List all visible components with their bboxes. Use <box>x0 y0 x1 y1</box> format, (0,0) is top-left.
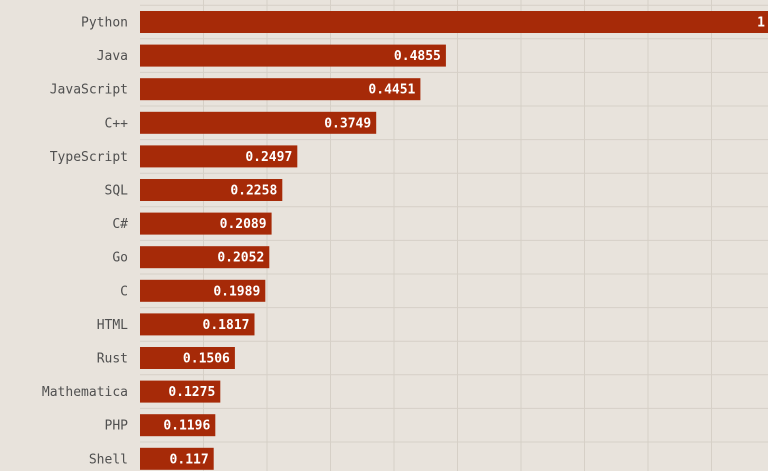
category-label-c: C <box>120 284 128 299</box>
bar-c <box>140 279 266 302</box>
category-label-sql: SQL <box>105 184 129 199</box>
value-label-html: 0.1817 <box>203 318 250 333</box>
bar-layer <box>140 11 768 470</box>
value-label-rust: 0.1506 <box>183 352 230 367</box>
category-label-python: Python <box>81 16 128 31</box>
value-label-sql: 0.2258 <box>230 184 277 199</box>
value-label-shell: 0.117 <box>170 452 209 467</box>
value-label-mathematica: 0.1275 <box>168 385 215 400</box>
value-label-cpp: 0.3749 <box>324 116 371 131</box>
value-label-javascript: 0.4451 <box>368 83 415 98</box>
bar-cpp <box>140 111 377 134</box>
value-label-python: 1 <box>757 16 765 31</box>
bar-python <box>140 11 768 33</box>
category-label-rust: Rust <box>97 352 128 367</box>
bar-sql <box>140 179 283 201</box>
value-label-csharp: 0.2089 <box>220 217 267 232</box>
value-label-typescript: 0.2497 <box>245 150 292 165</box>
category-label-csharp: C# <box>112 217 128 232</box>
bar-html <box>140 313 255 336</box>
bar-typescript <box>140 145 298 168</box>
bar-shell <box>140 447 214 470</box>
category-label-typescript: TypeScript <box>50 150 128 165</box>
value-label-java: 0.4855 <box>394 49 441 64</box>
category-label-go: Go <box>112 251 128 266</box>
category-label-html: HTML <box>97 318 128 333</box>
bar-mathematica <box>140 380 221 403</box>
category-label-php: PHP <box>105 419 129 434</box>
category-label-shell: Shell <box>89 452 128 467</box>
bar-php <box>140 414 216 437</box>
value-label-go: 0.2052 <box>217 251 264 266</box>
bar-javascript <box>140 78 421 101</box>
bar-go <box>140 246 270 269</box>
bar-rust <box>140 347 235 369</box>
label-layer: Python 1 Java 0.4855 JavaScript 0.4451 C++ 0.37… <box>42 16 765 468</box>
grid-layer <box>140 0 768 471</box>
category-label-cpp: C++ <box>105 116 129 131</box>
category-label-java: Java <box>97 49 128 64</box>
value-label-c: 0.1989 <box>213 284 260 299</box>
bar-java <box>140 44 446 67</box>
category-label-mathematica: Mathematica <box>42 385 128 400</box>
value-label-php: 0.1196 <box>163 419 210 434</box>
category-label-javascript: JavaScript <box>50 83 128 98</box>
bar-csharp <box>140 212 272 235</box>
